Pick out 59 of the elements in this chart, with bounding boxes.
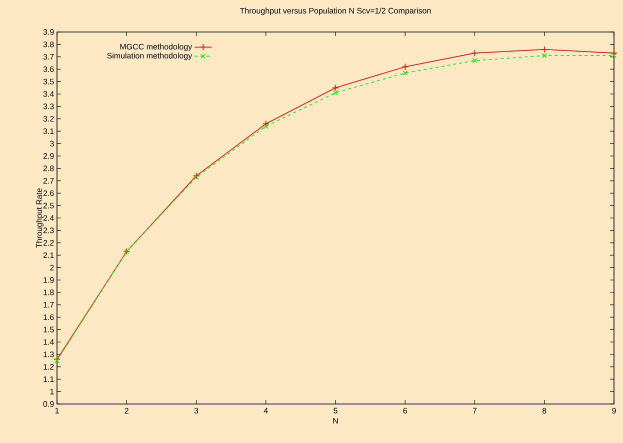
y-tick-label: 3.9 <box>43 29 54 35</box>
y-tick-label: 1.4 <box>44 339 54 345</box>
x-tick-label: 5 <box>334 408 338 414</box>
point <box>540 46 548 53</box>
y-tick-label: 1.5 <box>44 326 54 332</box>
y-tick-label: 1.1 <box>44 376 54 382</box>
point <box>611 53 617 58</box>
point <box>472 58 478 64</box>
point <box>542 53 547 58</box>
point <box>194 174 199 180</box>
y-tick-label: 2.8 <box>43 166 54 172</box>
y-tick-label: 1.2 <box>44 364 54 370</box>
y-tick-label: 2.1 <box>43 252 54 258</box>
y-tick-label: 1.6 <box>44 314 54 320</box>
x-tick-label: 9 <box>612 408 616 414</box>
chart-title: Throughput versus Population N Scv=1/2 Comparison <box>240 8 431 16</box>
y-tick-label: 2 <box>50 264 54 270</box>
y-tick-label: 3.1 <box>43 128 54 134</box>
point <box>263 124 268 129</box>
y-tick-label: 2.9 <box>43 153 54 159</box>
y-tick-label: 2.6 <box>43 190 54 196</box>
point <box>332 84 339 92</box>
y-tick-label: 3.3 <box>43 104 54 110</box>
y-tick-label: 3.5 <box>43 78 54 84</box>
point <box>54 356 60 363</box>
x-tick-label: 6 <box>403 408 407 414</box>
y-tick-label: 3.2 <box>43 116 54 122</box>
x-axis-title: N <box>333 418 338 424</box>
x-tick-label: 7 <box>472 408 477 414</box>
point <box>402 63 409 70</box>
x-tick-label: 8 <box>542 408 546 414</box>
y-tick-label: 1.3 <box>44 352 54 358</box>
x-tick-label: 1 <box>55 408 59 414</box>
y-tick-label: 2.7 <box>43 178 54 184</box>
legend-label: Simulation methodology <box>107 52 192 60</box>
y-tick-label: 3.4 <box>43 91 54 97</box>
x-tick-label: 3 <box>194 408 198 414</box>
x-tick-label: 4 <box>264 408 268 414</box>
y-tick-label: 1.9 <box>44 277 54 283</box>
y-tick-label: 1.7 <box>44 302 54 308</box>
y-tick-label: 0.9 <box>43 401 54 407</box>
point <box>192 172 200 180</box>
y-tick-label: 1 <box>50 388 54 394</box>
y-tick-label: 2.3 <box>43 228 54 234</box>
y-tick-label: 2.5 <box>43 202 54 208</box>
point <box>54 358 60 364</box>
x-tick-label: 2 <box>124 408 128 414</box>
point <box>332 90 338 96</box>
point <box>402 70 408 76</box>
y-tick-label: 3 <box>50 140 54 146</box>
legend-label: MGCC methodology <box>120 44 192 52</box>
y-tick-label: 3.7 <box>43 54 54 60</box>
y-tick-label: 2.2 <box>43 240 54 246</box>
y-axis-title: Throughput Rate <box>36 188 44 248</box>
y-tick-label: 3.8 <box>43 42 54 48</box>
y-tick-label: 3.6 <box>43 66 54 72</box>
y-tick-label: 2.4 <box>43 215 54 221</box>
y-tick-label: 1.8 <box>44 290 54 296</box>
point <box>471 50 478 56</box>
